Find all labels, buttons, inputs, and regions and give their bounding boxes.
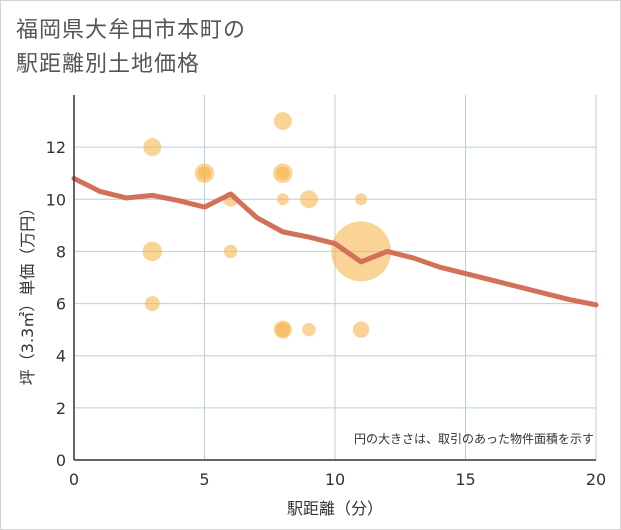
chart-title-line-2: 駅距離別土地価格 (16, 52, 201, 77)
x-tick-label: 20 (586, 470, 606, 489)
scatter-point (355, 193, 368, 206)
bubble-size-note: 円の大きさは、取引のあった物件面積を示す (354, 431, 594, 446)
y-tick-label: 0 (56, 451, 66, 470)
series-lines (71, 175, 599, 308)
scatter-point (275, 322, 291, 338)
y-tick-label: 2 (56, 399, 66, 418)
scatter-point (302, 322, 316, 337)
chart-title-line-1: 福岡県大牟田市本町の (16, 18, 247, 43)
bubbles (142, 112, 392, 339)
scatter-point (142, 241, 163, 262)
scatter-point (143, 138, 162, 157)
x-tick-label: 10 (325, 470, 345, 489)
scatter-point (352, 321, 370, 338)
scatter-point (197, 166, 212, 180)
tick-labels: 0 5 10 15 20 0 2 4 6 8 10 12 (46, 138, 607, 489)
scatter-point (299, 190, 318, 209)
axes (73, 95, 596, 461)
average-price-line (71, 175, 599, 308)
x-tick-label: 15 (455, 470, 475, 489)
scatter-point (276, 193, 289, 206)
x-tick-label: 0 (69, 470, 79, 489)
x-axis-title: 駅距離（分） (287, 499, 383, 518)
y-tick-label: 12 (46, 138, 66, 157)
y-tick-label: 8 (56, 242, 66, 261)
scatter-point (331, 221, 392, 282)
y-tick-label: 6 (56, 295, 66, 314)
scatter-point (223, 244, 238, 259)
scatter-point (273, 112, 292, 131)
scatter-point (276, 166, 290, 180)
y-axis-title: 坪（3.3㎡）単価（万円） (18, 200, 37, 385)
y-tick-label: 4 (56, 347, 66, 366)
chart-title: 福岡県大牟田市本町の 駅距離別土地価格 (16, 14, 246, 82)
scatter-point (144, 296, 160, 312)
x-tick-label: 5 (199, 470, 209, 489)
y-tick-label: 10 (46, 190, 66, 209)
